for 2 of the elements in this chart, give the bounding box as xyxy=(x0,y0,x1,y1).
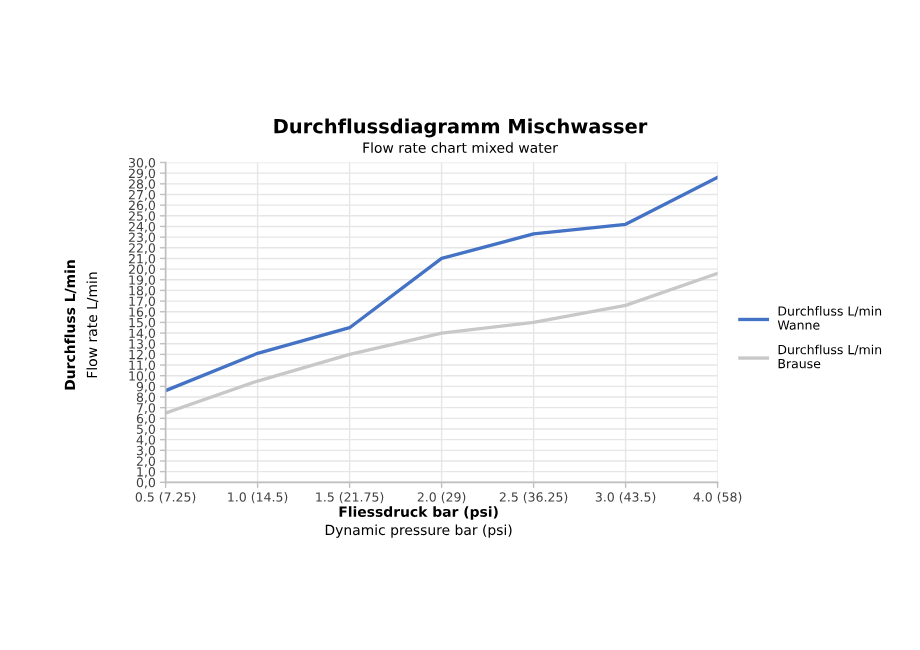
chart-title: Durchflussdiagramm Mischwasser xyxy=(274,118,648,138)
line-series xyxy=(165,175,718,393)
